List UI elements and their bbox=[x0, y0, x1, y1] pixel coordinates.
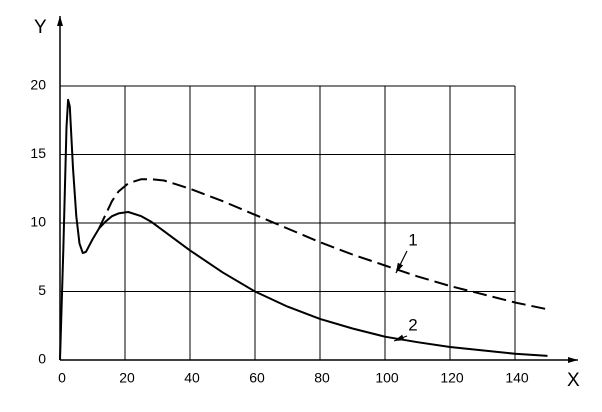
label-leader bbox=[395, 250, 408, 274]
y-tick-label: 20 bbox=[30, 77, 46, 93]
x-tick-label: 60 bbox=[249, 370, 265, 386]
x-tick-label: 40 bbox=[184, 370, 200, 386]
series-label: 2 bbox=[408, 315, 417, 334]
y-tick-label: 15 bbox=[30, 145, 46, 161]
y-tick-label: 0 bbox=[38, 351, 46, 367]
x-tick-label: 120 bbox=[440, 370, 464, 386]
x-tick-label: 80 bbox=[314, 370, 330, 386]
y-tick-label: 10 bbox=[30, 214, 46, 230]
data-line bbox=[59, 98, 548, 361]
x-tick-label: 140 bbox=[505, 370, 529, 386]
y-axis-label: Y bbox=[34, 17, 47, 38]
data-line bbox=[98, 178, 548, 311]
label-leader bbox=[393, 334, 408, 342]
x-tick-label: 100 bbox=[375, 370, 399, 386]
x-axis-label: X bbox=[567, 370, 580, 391]
y-tick-label: 5 bbox=[38, 282, 46, 298]
x-tick-label: 20 bbox=[119, 370, 135, 386]
series-label: 1 bbox=[408, 230, 417, 249]
x-tick-label: 0 bbox=[58, 370, 66, 386]
